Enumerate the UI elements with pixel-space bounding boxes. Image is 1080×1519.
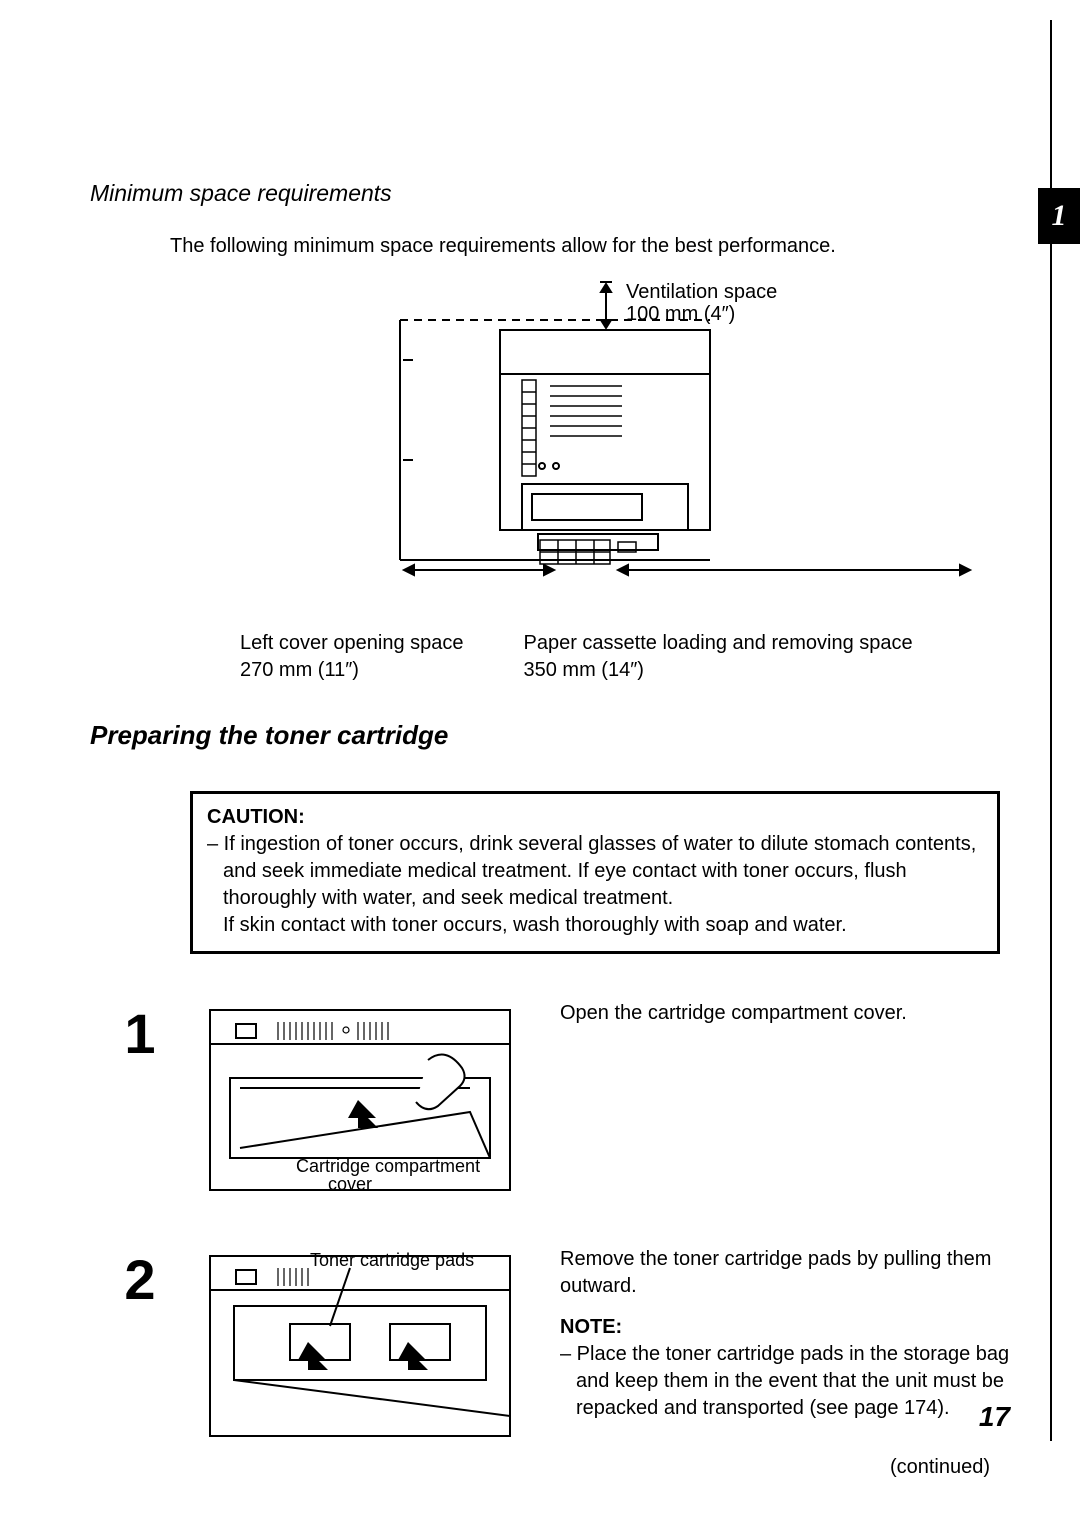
space-diagram: Ventilation space 100 mm (4″) xyxy=(170,270,1010,630)
step2-text: Remove the toner cartridge pads by pulli… xyxy=(560,1246,1010,1300)
right-caption-l2: 350 mm (14″) xyxy=(524,659,644,681)
page-number: 17 xyxy=(979,1401,1010,1433)
section-subheading: Minimum space requirements xyxy=(90,180,1010,207)
note-label: NOTE: xyxy=(560,1314,1010,1341)
step1-figure: Cartridge compartment cover xyxy=(190,1000,530,1200)
step2-fig-label: Toner cartridge pads xyxy=(310,1250,474,1270)
caution-line2: If skin contact with toner occurs, wash … xyxy=(207,912,983,939)
left-caption: Left cover opening space 270 mm (11″) xyxy=(240,630,464,684)
left-caption-l1: Left cover opening space xyxy=(240,632,464,654)
step-number: 2 xyxy=(90,1252,190,1308)
step1-fig-label2: cover xyxy=(328,1174,372,1194)
vent-label-2: 100 mm (4″) xyxy=(626,303,735,325)
step2-text-block: Remove the toner cartridge pads by pulli… xyxy=(560,1246,1010,1422)
step1-text: Open the cartridge compartment cover. xyxy=(560,1000,1010,1027)
step2-figure: Toner cartridge pads xyxy=(190,1246,530,1446)
caution-box: CAUTION: – If ingestion of toner occurs,… xyxy=(190,791,1000,954)
caution-line1: – If ingestion of toner occurs, drink se… xyxy=(207,831,983,912)
caution-label: CAUTION: xyxy=(207,806,305,828)
step-row: 1 xyxy=(90,1000,1010,1200)
intro-text: The following minimum space requirements… xyxy=(170,235,1010,258)
right-caption: Paper cassette loading and removing spac… xyxy=(524,630,913,684)
note-text: – Place the toner cartridge pads in the … xyxy=(560,1341,1010,1422)
step-number: 1 xyxy=(90,1006,190,1062)
page-content: Minimum space requirements The following… xyxy=(0,0,1080,1519)
step1-fig-label1: Cartridge compartment xyxy=(296,1156,480,1176)
section-heading: Preparing the toner cartridge xyxy=(90,720,1010,751)
step-row: 2 xyxy=(90,1246,1010,1446)
left-caption-l2: 270 mm (11″) xyxy=(240,659,359,681)
right-caption-l1: Paper cassette loading and removing spac… xyxy=(524,632,913,654)
diagram-captions: Left cover opening space 270 mm (11″) Pa… xyxy=(240,630,1010,684)
continued-label: (continued) xyxy=(90,1456,990,1479)
vent-label-1: Ventilation space xyxy=(626,281,777,303)
